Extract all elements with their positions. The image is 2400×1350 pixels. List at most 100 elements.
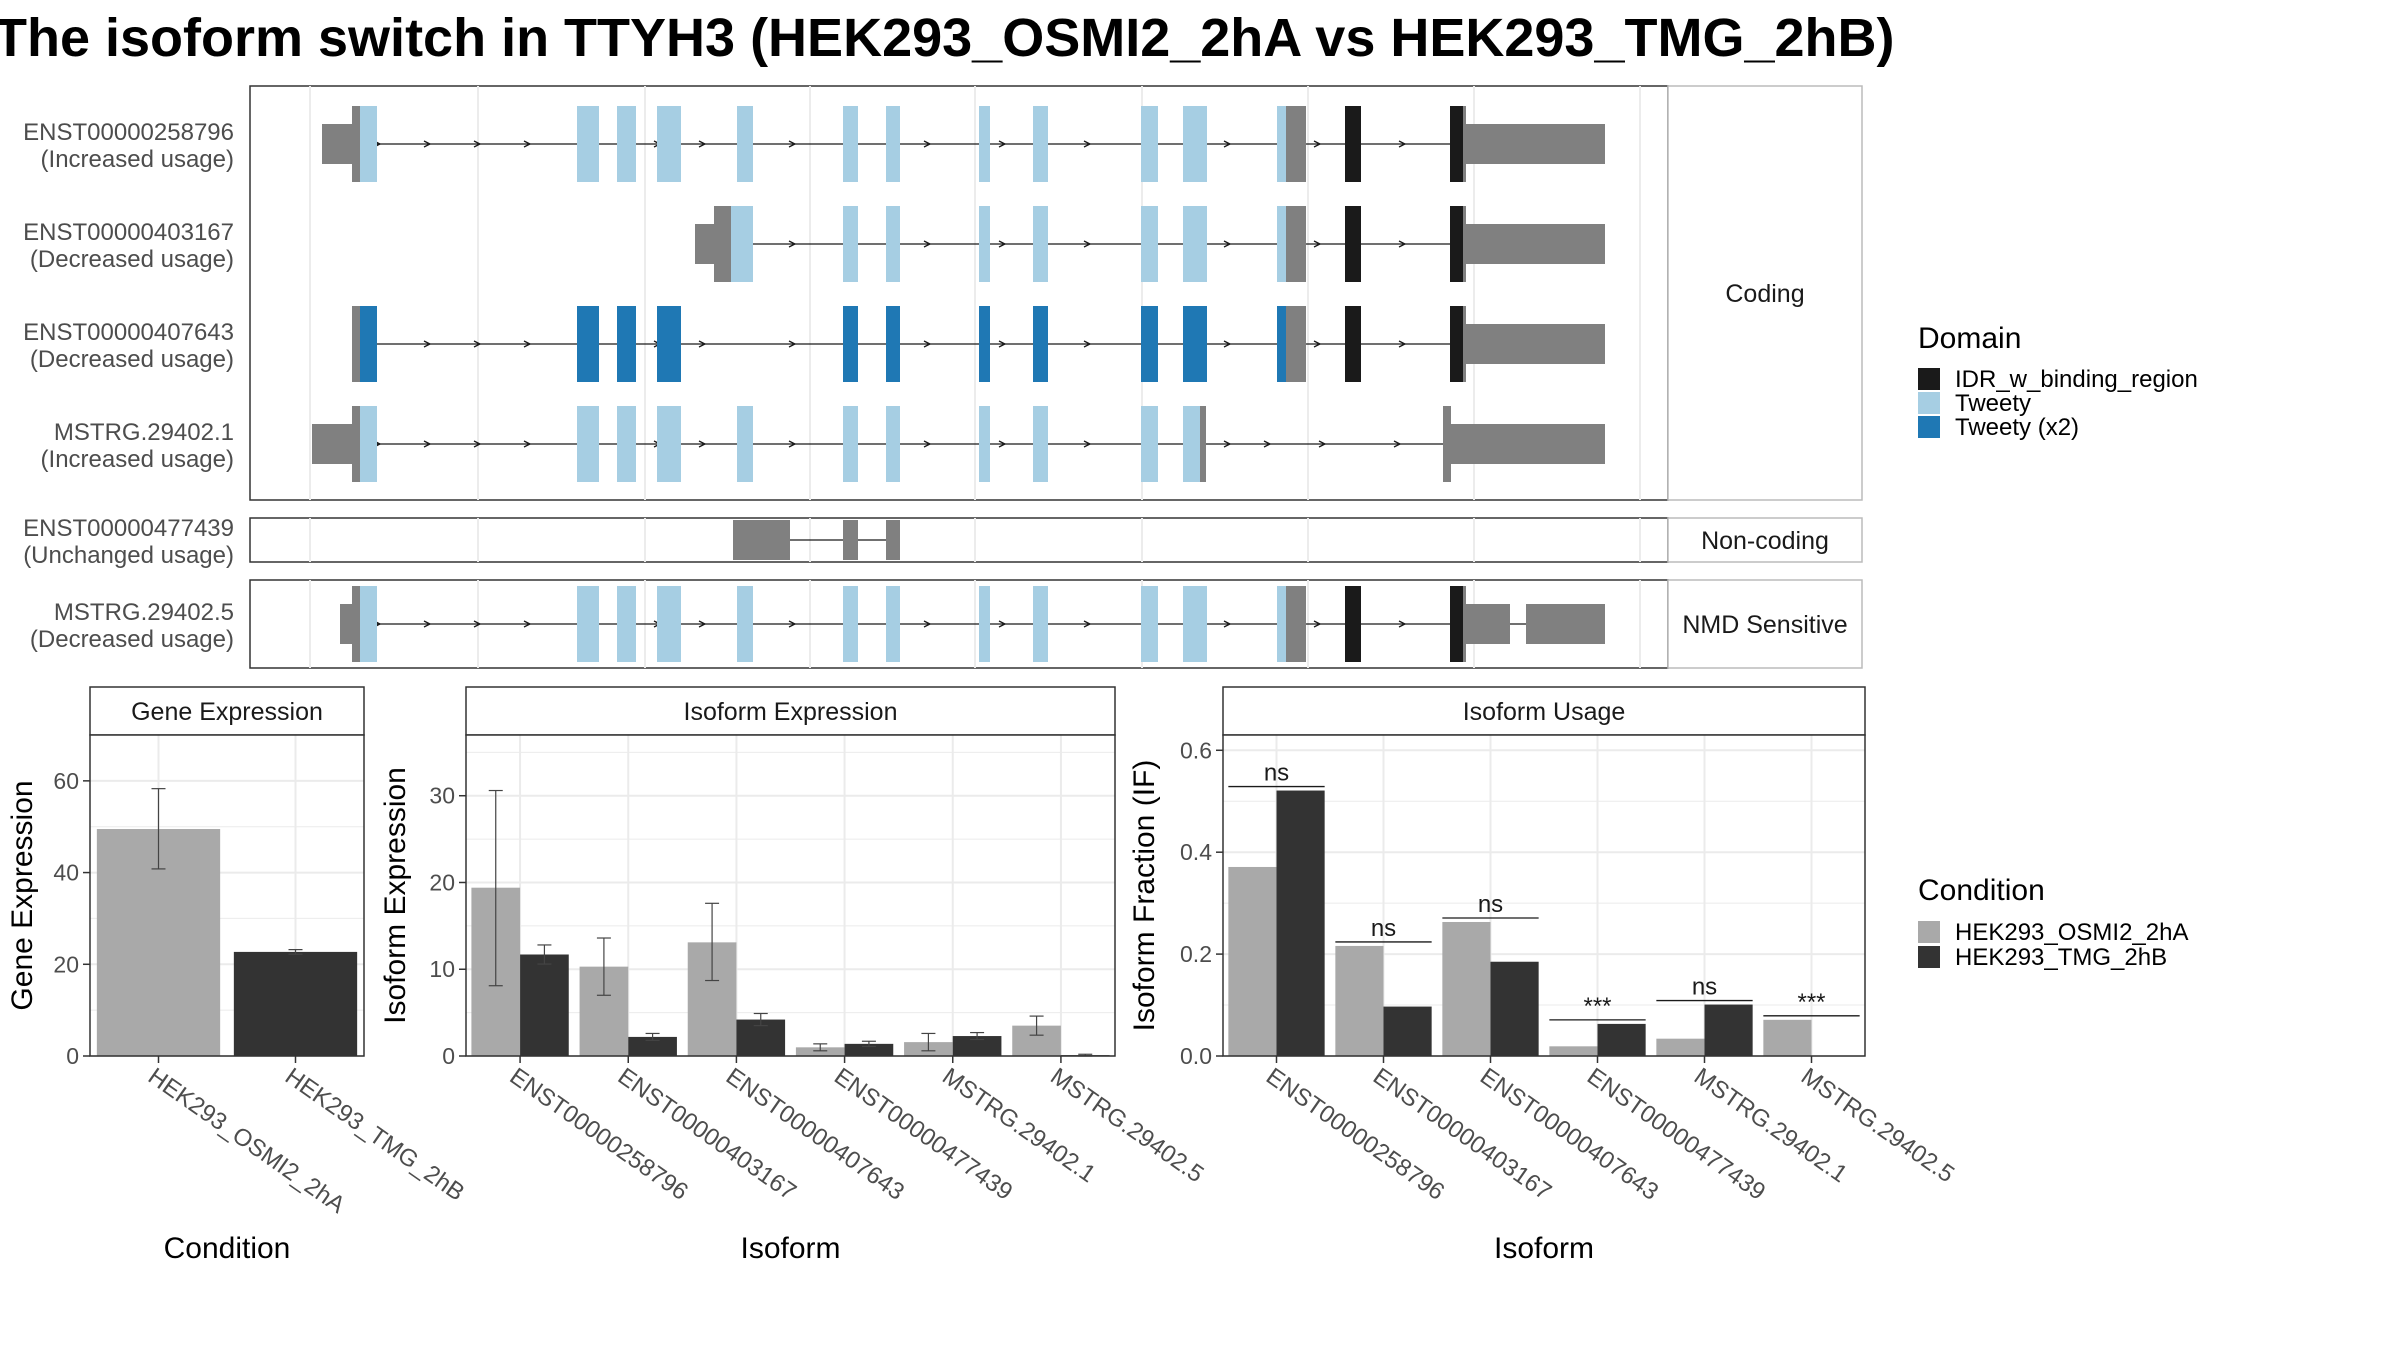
x-tick-label: ENST00000258796 bbox=[1261, 1063, 1449, 1206]
strand-arrow bbox=[1398, 620, 1407, 628]
strand-arrow bbox=[698, 140, 707, 148]
strand-arrow bbox=[788, 620, 797, 628]
strand-arrow bbox=[1083, 440, 1092, 448]
x-axis-title: Condition bbox=[164, 1232, 291, 1265]
tweety-domain-exon bbox=[360, 406, 377, 482]
tweety-domain-exon bbox=[843, 106, 858, 182]
tweety-domain-exon bbox=[577, 586, 599, 662]
tweety-domain-exon bbox=[360, 106, 377, 182]
bar-ENST00000407643-HEK293_TMG_2hB bbox=[1490, 961, 1539, 1056]
bar-ENST00000403167-HEK293_TMG_2hB bbox=[1383, 1006, 1432, 1056]
gene-expression-panel: Gene Expression0204060HEK293_OSMI2_2hAHE… bbox=[6, 686, 469, 1265]
tweety-domain-exon bbox=[886, 406, 900, 482]
utr-exon bbox=[352, 106, 360, 182]
significance-label: ns bbox=[1264, 760, 1289, 787]
significance-label: ns bbox=[1692, 974, 1717, 1001]
x-axis-title: Isoform bbox=[1494, 1232, 1594, 1265]
tweety-domain-exon bbox=[886, 306, 900, 382]
strand-arrow bbox=[523, 440, 532, 448]
strand-arrow bbox=[1398, 140, 1407, 148]
bar-HEK293_TMG_2hB-HEK293_TMG_2hB bbox=[233, 951, 358, 1056]
significance-label: *** bbox=[1583, 993, 1611, 1020]
facet-plot-frame bbox=[249, 85, 1669, 501]
utr-exon bbox=[1443, 406, 1451, 482]
strand-arrow bbox=[923, 440, 932, 448]
x-tick-label: ENST00000477439 bbox=[1582, 1063, 1770, 1206]
structure-facet-2: Non-coding bbox=[249, 517, 1863, 563]
tweety-domain-exon bbox=[617, 106, 636, 182]
significance-label: ns bbox=[1478, 891, 1503, 918]
x-tick-label: ENST00000403167 bbox=[1368, 1063, 1556, 1206]
y-tick-label: 40 bbox=[53, 860, 79, 886]
plot-frame bbox=[1222, 734, 1866, 1057]
domain-legend-title: Domain bbox=[1918, 322, 2021, 355]
transcript-usage-label: (Unchanged usage) bbox=[23, 542, 234, 569]
domain-legend-label: Tweety (x2) bbox=[1955, 414, 2079, 441]
strand-arrow bbox=[923, 240, 932, 248]
strand-arrow bbox=[1313, 140, 1322, 148]
strand-arrow bbox=[998, 240, 1007, 248]
significance-label: *** bbox=[1797, 989, 1825, 1016]
facet-label: Non-coding bbox=[1701, 527, 1829, 555]
strand-arrow bbox=[923, 140, 932, 148]
transcript-row-MSTRG.29402.5: MSTRG.29402.5(Decreased usage) bbox=[30, 586, 1605, 662]
utr-exon bbox=[1200, 406, 1206, 482]
strand-arrow bbox=[473, 620, 482, 628]
tweety-domain-exon bbox=[886, 206, 900, 282]
transcript-row-ENST00000477439: ENST00000477439(Unchanged usage) bbox=[23, 515, 900, 569]
strand-arrow bbox=[423, 340, 432, 348]
tweety-domain-exon bbox=[843, 406, 858, 482]
transcript-usage-label: (Increased usage) bbox=[41, 446, 234, 473]
strand-arrow bbox=[473, 140, 482, 148]
tweety-domain-exon bbox=[577, 106, 599, 182]
tweety-domain-exon bbox=[360, 586, 377, 662]
tweety-domain-exon bbox=[979, 586, 990, 662]
utr-exon bbox=[1466, 604, 1510, 644]
idr-domain-exon bbox=[1345, 586, 1361, 662]
strand-arrow bbox=[1223, 340, 1232, 348]
utr-exon bbox=[340, 604, 355, 644]
tweety-domain-exon bbox=[979, 306, 990, 382]
utr-exon bbox=[1463, 206, 1466, 282]
facet-label: NMD Sensitive bbox=[1682, 611, 1847, 639]
panel-title: Gene Expression bbox=[131, 698, 323, 726]
strand-arrow bbox=[423, 140, 432, 148]
transcript-id-label: MSTRG.29402.5 bbox=[54, 599, 234, 626]
tweety-domain-exon bbox=[1183, 206, 1207, 282]
y-tick-label: 20 bbox=[53, 951, 79, 977]
tweety-domain-exon bbox=[1033, 406, 1048, 482]
tweety-domain-exon bbox=[1141, 586, 1158, 662]
strand-arrow bbox=[1398, 240, 1407, 248]
strand-arrow bbox=[788, 340, 797, 348]
tweety-domain-exon bbox=[577, 406, 599, 482]
plot-frame bbox=[465, 734, 1116, 1057]
isoform-expression-panel: Isoform Expression 0 10 20 30 ENST00000258796… bbox=[379, 686, 1208, 1265]
bar-MSTRG.29402.1-HEK293_TMG_2hB bbox=[952, 1036, 1002, 1056]
strand-arrow bbox=[923, 340, 932, 348]
bar-MSTRG.29402.5-HEK293_OSMI2_2hA bbox=[1763, 1019, 1812, 1056]
utr-exon bbox=[1463, 306, 1466, 382]
utr-exon bbox=[1466, 324, 1605, 364]
tweety-domain-exon bbox=[1277, 586, 1286, 662]
x-tick-label: ENST00000403167 bbox=[613, 1063, 801, 1206]
y-tick-label: 20 bbox=[429, 869, 455, 895]
tweety-domain-exon bbox=[979, 106, 990, 182]
figure-title: The isoform switch in TTYH3 (HEK293_OSMI… bbox=[0, 8, 1895, 68]
bar-MSTRG.29402.1-HEK293_OSMI2_2hA bbox=[1656, 1038, 1705, 1056]
strand-arrow bbox=[1318, 440, 1327, 448]
tweety-domain-exon bbox=[1141, 306, 1158, 382]
tweety-domain-exon bbox=[843, 206, 858, 282]
y-tick-label: 0.2 bbox=[1180, 941, 1212, 967]
tweety-domain-exon bbox=[1141, 106, 1158, 182]
strand-arrow bbox=[1083, 140, 1092, 148]
strand-arrow bbox=[523, 340, 532, 348]
utr-exon bbox=[1286, 586, 1306, 662]
tweety-domain-exon bbox=[843, 586, 858, 662]
facet-strip bbox=[1667, 579, 1863, 669]
facet-strip bbox=[1667, 517, 1863, 563]
strand-arrow bbox=[1223, 240, 1232, 248]
tweety-domain-exon bbox=[657, 406, 681, 482]
strand-arrow bbox=[1263, 440, 1272, 448]
strand-arrow bbox=[788, 440, 797, 448]
